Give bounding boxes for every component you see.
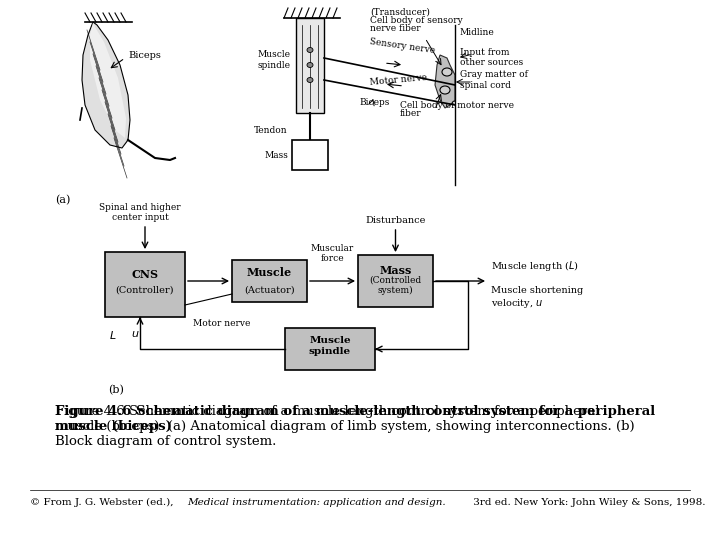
Text: nerve fiber: nerve fiber xyxy=(370,24,420,33)
Text: $u$: $u$ xyxy=(131,329,139,339)
Polygon shape xyxy=(90,22,126,138)
Text: Disturbance: Disturbance xyxy=(365,216,426,225)
Text: (Actuator): (Actuator) xyxy=(244,286,294,294)
Text: Muscle
spindle: Muscle spindle xyxy=(257,50,290,70)
Ellipse shape xyxy=(440,86,450,94)
Text: Motor nerve: Motor nerve xyxy=(369,73,427,87)
Text: Muscle shortening: Muscle shortening xyxy=(491,286,583,295)
Text: Mass: Mass xyxy=(379,265,412,275)
Polygon shape xyxy=(435,55,455,108)
Ellipse shape xyxy=(442,68,452,76)
Text: Biceps: Biceps xyxy=(128,51,161,59)
Text: Sensory nerve: Sensory nerve xyxy=(369,37,436,55)
FancyBboxPatch shape xyxy=(232,260,307,302)
Text: Mass: Mass xyxy=(264,151,288,159)
Text: Cell body of motor nerve: Cell body of motor nerve xyxy=(400,101,514,110)
Text: $L$: $L$ xyxy=(109,329,117,341)
Text: (Controller): (Controller) xyxy=(116,286,174,294)
Text: (a): (a) xyxy=(55,195,71,205)
Text: (b): (b) xyxy=(108,385,124,395)
Text: Medical instrumentation: application and design.: Medical instrumentation: application and… xyxy=(187,498,446,507)
Text: Muscle length ($L$): Muscle length ($L$) xyxy=(491,259,579,273)
FancyBboxPatch shape xyxy=(105,252,185,317)
Text: (Controlled
system): (Controlled system) xyxy=(369,275,422,295)
FancyBboxPatch shape xyxy=(296,18,324,113)
Text: CNS: CNS xyxy=(132,268,158,280)
Text: Figure 4.6 Schematic diagram of a muscle-length control system for a peripheral
: Figure 4.6 Schematic diagram of a muscle… xyxy=(55,405,634,448)
Text: (Transducer): (Transducer) xyxy=(370,8,430,17)
Ellipse shape xyxy=(307,63,313,68)
Text: Tendon: Tendon xyxy=(254,126,288,135)
Text: Muscle: Muscle xyxy=(247,267,292,279)
FancyBboxPatch shape xyxy=(292,140,328,170)
Text: Muscular
force: Muscular force xyxy=(311,244,354,263)
Polygon shape xyxy=(82,22,130,148)
Text: Cell body of sensory: Cell body of sensory xyxy=(370,16,463,25)
FancyBboxPatch shape xyxy=(358,255,433,307)
Text: Muscle
spindle: Muscle spindle xyxy=(309,336,351,356)
Text: Input from
other sources: Input from other sources xyxy=(460,48,523,68)
Text: Motor nerve: Motor nerve xyxy=(193,319,251,328)
Ellipse shape xyxy=(307,48,313,52)
Text: fiber: fiber xyxy=(400,109,422,118)
Text: Spinal and higher
center input: Spinal and higher center input xyxy=(99,202,181,222)
Text: 3rd ed. New York: John Wiley & Sons, 1998.: 3rd ed. New York: John Wiley & Sons, 199… xyxy=(470,498,706,507)
Text: Figure 4.6 Schematic diagram of a muscle-length control system for a peripheral
: Figure 4.6 Schematic diagram of a muscle… xyxy=(55,405,655,433)
Text: Biceps: Biceps xyxy=(359,98,390,107)
Text: © From J. G. Webster (ed.),: © From J. G. Webster (ed.), xyxy=(30,498,176,507)
Ellipse shape xyxy=(307,78,313,83)
FancyBboxPatch shape xyxy=(285,328,375,370)
Text: Midline: Midline xyxy=(460,28,495,37)
Text: velocity, $u$: velocity, $u$ xyxy=(491,297,544,310)
Text: Gray matter of
spinal cord: Gray matter of spinal cord xyxy=(460,70,528,90)
